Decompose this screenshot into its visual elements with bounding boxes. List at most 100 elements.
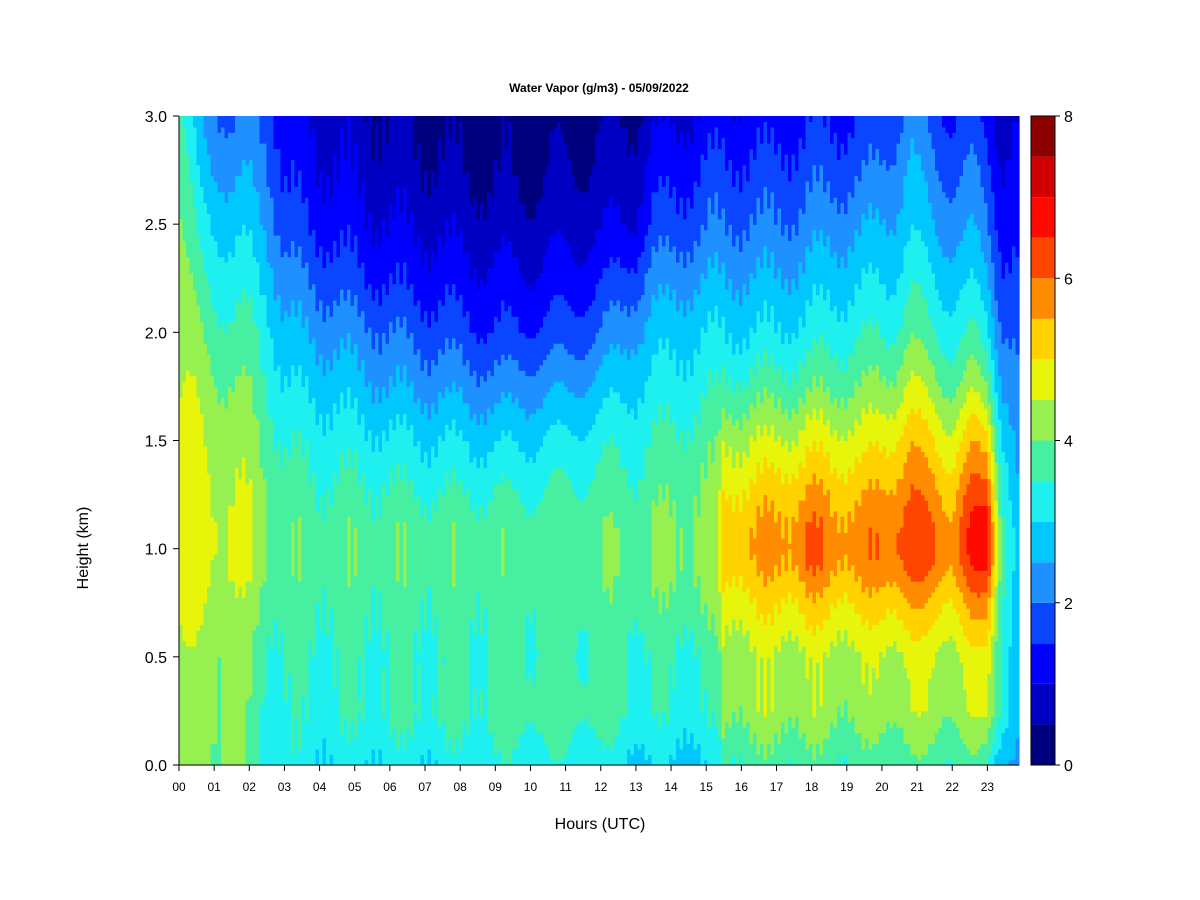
heatmap-cell bbox=[763, 386, 768, 425]
heatmap-cell bbox=[662, 418, 667, 501]
heatmap-cell bbox=[774, 408, 779, 442]
heatmap-cell bbox=[459, 121, 464, 231]
heatmap-cell bbox=[235, 375, 240, 469]
heatmap-cell bbox=[868, 202, 873, 263]
heatmap-cell bbox=[858, 505, 863, 577]
heatmap-cell bbox=[606, 267, 611, 312]
heatmap-cell bbox=[182, 116, 187, 128]
heatmap-cell bbox=[655, 353, 660, 425]
heatmap-cell bbox=[739, 429, 744, 469]
heatmap-cell bbox=[749, 148, 754, 214]
heatmap-cell bbox=[546, 391, 551, 431]
heatmap-cell bbox=[350, 251, 355, 306]
heatmap-cell bbox=[326, 305, 331, 360]
heatmap-cell bbox=[942, 510, 947, 577]
heatmap-cell bbox=[669, 754, 674, 766]
heatmap-cell bbox=[637, 126, 642, 209]
heatmap-cell bbox=[252, 321, 257, 415]
colorbar-swatch bbox=[1031, 197, 1055, 238]
heatmap-cell bbox=[1001, 343, 1006, 404]
heatmap-cell bbox=[564, 472, 569, 755]
heatmap-cell bbox=[406, 337, 411, 388]
heatmap-cell bbox=[189, 375, 194, 647]
heatmap-cell bbox=[994, 391, 999, 425]
heatmap-cell bbox=[277, 651, 282, 766]
heatmap-cell bbox=[546, 483, 551, 750]
heatmap-cell bbox=[872, 667, 877, 744]
heatmap-cell bbox=[228, 116, 233, 133]
heatmap-cell bbox=[984, 429, 989, 452]
heatmap-cell bbox=[417, 651, 422, 663]
heatmap-cell bbox=[798, 651, 803, 739]
heatmap-cell bbox=[686, 299, 691, 360]
heatmap-cell bbox=[861, 213, 866, 269]
heatmap-cell bbox=[301, 456, 306, 696]
heatmap-cell bbox=[207, 116, 212, 155]
heatmap-cell bbox=[287, 116, 292, 193]
heatmap-cell bbox=[896, 408, 901, 442]
colorbar-swatch bbox=[1031, 683, 1055, 725]
heatmap-cell bbox=[588, 483, 593, 728]
heatmap-cell bbox=[910, 710, 915, 755]
heatmap-cell bbox=[623, 224, 628, 269]
heatmap-cell bbox=[991, 359, 996, 398]
heatmap-cell bbox=[872, 586, 877, 625]
heatmap-cell bbox=[816, 662, 821, 744]
heatmap-cell bbox=[746, 499, 751, 588]
heatmap-cell bbox=[532, 462, 537, 517]
heatmap-cell bbox=[767, 467, 772, 512]
heatmap-cell bbox=[375, 332, 380, 388]
heatmap-cell bbox=[914, 413, 919, 447]
heatmap-cell bbox=[448, 391, 453, 431]
heatmap-cell bbox=[473, 716, 478, 766]
heatmap-cell bbox=[315, 256, 320, 312]
heatmap-cell bbox=[385, 343, 390, 398]
heatmap-cell bbox=[445, 218, 450, 285]
heatmap-cell bbox=[854, 381, 859, 420]
heatmap-cell bbox=[602, 116, 607, 209]
heatmap-cell bbox=[707, 310, 712, 371]
heatmap-cell bbox=[606, 516, 611, 588]
heatmap-cell bbox=[595, 462, 600, 739]
heatmap-cell bbox=[928, 316, 933, 360]
heatmap-cell bbox=[879, 732, 884, 766]
heatmap-cell bbox=[900, 727, 905, 766]
heatmap-cell bbox=[900, 364, 905, 404]
heatmap-cell bbox=[602, 310, 607, 355]
heatmap-cell bbox=[627, 748, 632, 766]
heatmap-cell bbox=[959, 624, 964, 663]
heatmap-cell bbox=[599, 326, 604, 366]
heatmap-cell bbox=[798, 359, 803, 398]
heatmap-cell bbox=[417, 299, 422, 350]
heatmap-cell bbox=[333, 689, 338, 766]
heatmap-cell bbox=[532, 683, 537, 723]
heatmap-cell bbox=[368, 381, 373, 431]
heatmap-cell bbox=[679, 570, 684, 647]
heatmap-cell bbox=[781, 537, 786, 555]
colorbar-swatch bbox=[1031, 521, 1055, 563]
heatmap-cell bbox=[189, 180, 194, 274]
heatmap-cell bbox=[669, 116, 674, 128]
heatmap-cell bbox=[868, 748, 873, 766]
heatmap-cell bbox=[739, 353, 744, 393]
heatmap-cell bbox=[361, 180, 366, 263]
heatmap-cell bbox=[553, 759, 558, 766]
heatmap-cell bbox=[693, 180, 698, 241]
heatmap-cell bbox=[721, 440, 726, 490]
heatmap-cell bbox=[798, 116, 803, 139]
heatmap-cell bbox=[854, 499, 859, 582]
heatmap-cell bbox=[966, 359, 971, 393]
heatmap-cell bbox=[515, 316, 520, 360]
heatmap-cell bbox=[291, 159, 296, 241]
heatmap-cell bbox=[707, 440, 712, 631]
heatmap-cell bbox=[452, 754, 457, 766]
heatmap-cell bbox=[763, 299, 768, 350]
heatmap-cell bbox=[522, 370, 527, 409]
heatmap-cell bbox=[833, 132, 838, 198]
heatmap-cell bbox=[445, 424, 450, 474]
x-tick-label: 03 bbox=[278, 780, 292, 794]
heatmap-cell bbox=[931, 564, 936, 593]
heatmap-cell bbox=[466, 489, 471, 734]
heatmap-cell bbox=[424, 359, 429, 404]
heatmap-cell bbox=[399, 283, 404, 328]
